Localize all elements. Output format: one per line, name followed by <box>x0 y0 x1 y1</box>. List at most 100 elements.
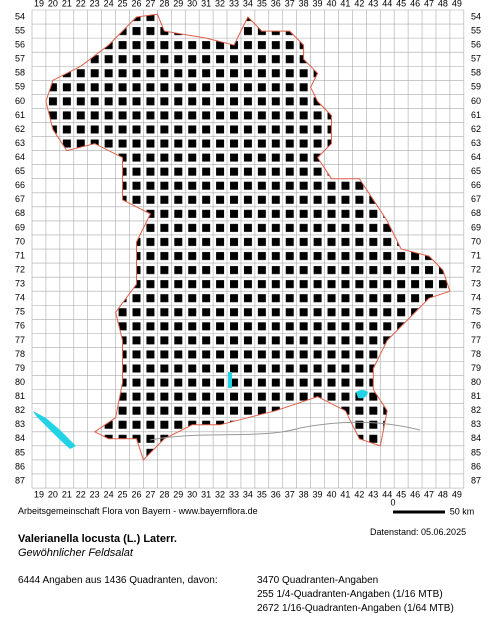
column-label: 46 <box>410 0 420 8</box>
row-label: 82 <box>471 405 481 415</box>
column-label: 20 <box>48 0 58 8</box>
row-label: 77 <box>471 335 481 345</box>
row-label: 60 <box>15 96 25 106</box>
row-label: 58 <box>471 68 481 78</box>
row-label: 87 <box>15 475 25 485</box>
row-label: 73 <box>15 279 25 289</box>
row-label: 63 <box>15 138 25 148</box>
row-label: 80 <box>15 377 25 387</box>
column-label: 41 <box>340 0 350 8</box>
column-label: 43 <box>368 489 378 499</box>
column-label: 42 <box>354 489 364 499</box>
column-label: 21 <box>62 489 72 499</box>
row-label: 62 <box>471 124 481 134</box>
alps-line <box>149 421 421 441</box>
row-label: 55 <box>15 25 25 35</box>
row-label: 71 <box>15 250 25 260</box>
row-label: 54 <box>15 11 25 21</box>
row-label: 80 <box>471 377 481 387</box>
row-label: 54 <box>471 11 481 21</box>
column-label: 33 <box>229 0 239 8</box>
row-label: 76 <box>471 321 481 331</box>
row-label: 69 <box>15 222 25 232</box>
column-label: 37 <box>285 0 295 8</box>
column-label: 47 <box>424 489 434 499</box>
column-label: 46 <box>410 489 420 499</box>
row-label: 73 <box>471 279 481 289</box>
column-label: 22 <box>76 489 86 499</box>
row-label: 81 <box>471 391 481 401</box>
column-label: 45 <box>396 0 406 8</box>
column-label: 35 <box>257 489 267 499</box>
row-label: 83 <box>471 419 481 429</box>
row-label: 85 <box>471 447 481 457</box>
date: Datenstand: 05.06.2025 <box>370 527 467 537</box>
row-label: 72 <box>15 264 25 274</box>
row-label: 57 <box>471 54 481 64</box>
detail: 2672 1/16-Quadranten-Angaben (1/64 MTB) <box>257 603 454 614</box>
row-label: 65 <box>15 166 25 176</box>
column-label: 24 <box>104 0 114 8</box>
row-label: 76 <box>15 321 25 331</box>
column-label: 44 <box>382 0 392 8</box>
column-label: 48 <box>438 489 448 499</box>
row-label: 70 <box>15 236 25 246</box>
row-label: 59 <box>471 82 481 92</box>
column-label: 31 <box>201 0 211 8</box>
column-label: 39 <box>313 489 323 499</box>
column-label: 24 <box>104 489 114 499</box>
row-label: 75 <box>15 307 25 317</box>
column-label: 27 <box>145 489 155 499</box>
column-label: 29 <box>173 489 183 499</box>
column-label: 30 <box>187 489 197 499</box>
column-label: 30 <box>187 0 197 8</box>
column-label: 38 <box>299 489 309 499</box>
column-label: 21 <box>62 0 72 8</box>
column-label: 37 <box>285 489 295 499</box>
row-label: 64 <box>471 152 481 162</box>
column-label: 41 <box>340 489 350 499</box>
row-label: 61 <box>15 110 25 120</box>
row-label: 56 <box>15 40 25 50</box>
column-label: 27 <box>145 0 155 8</box>
column-label: 36 <box>271 0 281 8</box>
column-label: 25 <box>118 489 128 499</box>
column-label: 22 <box>76 0 86 8</box>
summary: 6444 Angaben aus 1436 Quadranten, davon: <box>18 575 218 586</box>
column-label: 49 <box>452 489 462 499</box>
row-label: 55 <box>471 25 481 35</box>
row-label: 59 <box>15 82 25 92</box>
row-label: 69 <box>471 222 481 232</box>
row-label: 85 <box>15 447 25 457</box>
column-label: 31 <box>201 489 211 499</box>
row-label: 61 <box>471 110 481 120</box>
column-label: 32 <box>215 489 225 499</box>
column-label: 39 <box>313 0 323 8</box>
column-label: 40 <box>326 0 336 8</box>
column-label: 19 <box>34 489 44 499</box>
column-label: 25 <box>118 0 128 8</box>
row-label: 86 <box>471 461 481 471</box>
row-label: 72 <box>471 264 481 274</box>
column-label: 20 <box>48 489 58 499</box>
column-label: 33 <box>229 489 239 499</box>
row-label: 78 <box>471 349 481 359</box>
column-label: 19 <box>34 0 44 8</box>
row-label: 60 <box>471 96 481 106</box>
row-label: 75 <box>471 307 481 317</box>
lake <box>356 390 368 399</box>
column-label: 28 <box>159 489 169 499</box>
row-label: 87 <box>471 475 481 485</box>
row-label: 82 <box>15 405 25 415</box>
column-label: 23 <box>90 489 100 499</box>
column-label: 45 <box>396 489 406 499</box>
row-label: 70 <box>471 236 481 246</box>
row-label: 67 <box>15 194 25 204</box>
column-label: 38 <box>299 0 309 8</box>
row-label: 67 <box>471 194 481 204</box>
row-label: 62 <box>15 124 25 134</box>
column-label: 23 <box>90 0 100 8</box>
row-label: 81 <box>15 391 25 401</box>
row-label: 84 <box>15 433 25 443</box>
